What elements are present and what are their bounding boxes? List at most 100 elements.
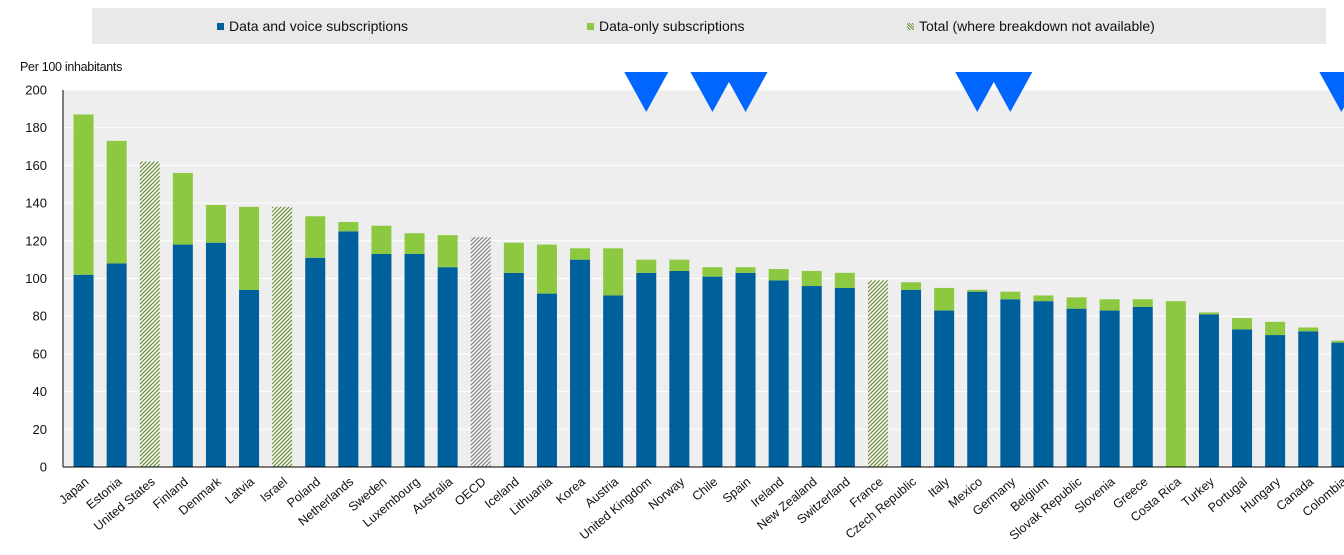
y-tick-label: 160 xyxy=(25,158,47,173)
bar-data-only xyxy=(1000,291,1021,300)
bar-data-only xyxy=(305,216,326,258)
bar-data-only xyxy=(801,270,822,287)
bar-data-voice xyxy=(636,272,657,467)
bar-data-voice xyxy=(239,289,260,467)
bar-data-only xyxy=(735,267,756,273)
x-tick-label: Norway xyxy=(646,474,688,512)
bar-data-only xyxy=(901,282,922,290)
bar-data-voice xyxy=(834,287,855,467)
axes xyxy=(62,90,1344,468)
bar-data-only xyxy=(73,114,94,275)
marker-triangle xyxy=(690,72,735,112)
legend-label-data-voice: Data and voice subscriptions xyxy=(229,18,408,34)
bar-group-norway xyxy=(669,259,690,467)
bar-group-sweden xyxy=(371,225,392,467)
bar-group-costa-rica xyxy=(1165,301,1186,467)
y-tick-label: 80 xyxy=(33,309,47,324)
bar-data-voice xyxy=(305,257,326,467)
bar-data-voice xyxy=(735,272,756,467)
y-tick-label: 40 xyxy=(33,384,47,399)
x-tick-label: Chile xyxy=(690,475,721,504)
bar-data-only xyxy=(106,140,127,264)
bar-data-only xyxy=(702,267,723,277)
bar-data-only xyxy=(768,269,789,281)
bar-data-only xyxy=(1132,299,1153,307)
bar-data-only xyxy=(1165,301,1186,467)
bar-data-voice xyxy=(1066,308,1087,467)
bar-group-luxembourg xyxy=(404,233,425,467)
bar-group-oecd xyxy=(470,237,491,467)
bar-data-voice xyxy=(437,267,458,467)
bar-group-latvia xyxy=(239,206,260,467)
bar-group-greece xyxy=(1132,299,1153,467)
bar-data-only xyxy=(1198,312,1219,315)
bar-group-australia xyxy=(437,235,458,467)
bar-data-only xyxy=(570,248,591,260)
bar-group-slovenia xyxy=(1099,299,1120,467)
x-tick-label: Latvia xyxy=(222,475,257,507)
bars xyxy=(73,114,1344,467)
bar-data-voice xyxy=(536,293,557,467)
bar-data-voice xyxy=(73,274,94,467)
bar-data-only xyxy=(338,221,359,232)
bar-group-colombia xyxy=(1331,340,1344,467)
bar-group-portugal xyxy=(1232,318,1253,467)
x-tick-label: Italy xyxy=(926,474,953,500)
bar-group-italy xyxy=(934,287,955,467)
y-tick-label: 120 xyxy=(25,233,47,248)
bar-group-ireland xyxy=(768,269,789,467)
legend-swatch-data-only xyxy=(587,22,594,30)
bar-group-hungary xyxy=(1265,321,1286,467)
bar-group-slovak-republic xyxy=(1066,297,1087,467)
bar-data-voice xyxy=(1132,306,1153,467)
bar-data-only xyxy=(239,206,260,290)
bar-group-iceland xyxy=(503,242,524,467)
markers xyxy=(624,72,1344,112)
x-tick-label: Spain xyxy=(720,475,754,506)
bar-data-voice xyxy=(768,280,789,467)
bar-data-only xyxy=(603,248,624,296)
bar-group-finland xyxy=(172,172,193,467)
bar-data-only xyxy=(967,289,988,292)
y-tick-label: 60 xyxy=(33,346,47,361)
bar-group-netherlands xyxy=(338,221,359,467)
bar-group-turkey xyxy=(1198,312,1219,467)
y-tick-label: 20 xyxy=(33,422,47,437)
bar-group-israel xyxy=(272,206,293,467)
bar-group-switzerland xyxy=(834,272,855,467)
bar-data-only xyxy=(834,272,855,288)
bar-data-only xyxy=(437,235,458,268)
bar-data-only xyxy=(1033,295,1054,302)
marker-triangle xyxy=(988,72,1033,112)
legend-item-total: Total (where breakdown not available) xyxy=(907,8,1155,44)
bar-data-voice xyxy=(1298,331,1319,467)
bar-data-voice xyxy=(1198,314,1219,467)
bar-data-voice xyxy=(1000,299,1021,467)
bar-group-canada xyxy=(1298,327,1319,467)
bar-data-only xyxy=(404,233,425,254)
bar-data-only xyxy=(205,204,226,243)
bar-data-only xyxy=(669,259,690,271)
bar-data-only xyxy=(1265,321,1286,336)
bar-group-lithuania xyxy=(536,244,557,467)
legend-label-total: Total (where breakdown not available) xyxy=(919,18,1155,34)
bar-data-voice xyxy=(967,291,988,467)
bar-group-austria xyxy=(603,248,624,467)
bar-data-voice xyxy=(934,310,955,467)
bar-data-voice xyxy=(503,272,524,467)
y-axis-ticks: 0 20 40 60 80 100 120 140 160 180 200 xyxy=(25,83,47,475)
bar-total xyxy=(272,206,293,467)
bar-data-only xyxy=(1232,318,1253,330)
bar-total xyxy=(867,280,888,467)
bar-total xyxy=(470,237,491,467)
bar-data-voice xyxy=(669,270,690,467)
legend-label-data-only: Data-only subscriptions xyxy=(599,18,745,34)
bar-data-only xyxy=(636,259,657,273)
bar-group-united-kingdom xyxy=(636,259,657,467)
chart-legend: Data and voice subscriptions Data-only s… xyxy=(92,8,1326,44)
legend-swatch-total xyxy=(907,22,914,30)
bar-data-voice xyxy=(1033,301,1054,467)
bar-data-voice xyxy=(205,242,226,467)
